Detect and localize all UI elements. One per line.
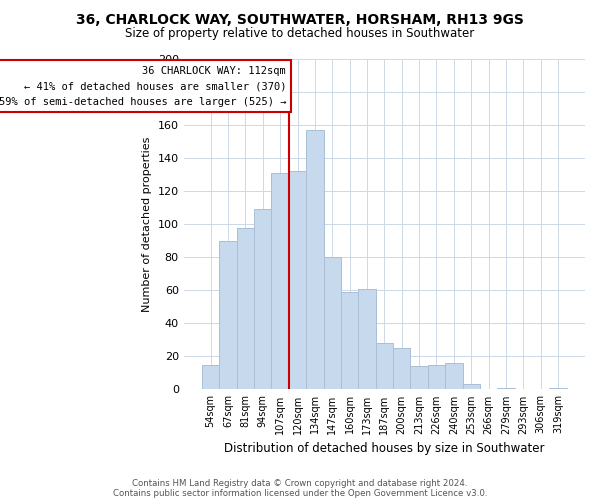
- X-axis label: Distribution of detached houses by size in Southwater: Distribution of detached houses by size …: [224, 442, 545, 455]
- Bar: [497, 388, 515, 390]
- Bar: [254, 210, 271, 390]
- Bar: [393, 348, 410, 390]
- Text: Size of property relative to detached houses in Southwater: Size of property relative to detached ho…: [125, 28, 475, 40]
- Bar: [289, 172, 306, 390]
- Bar: [445, 363, 463, 390]
- Bar: [463, 384, 480, 390]
- Bar: [410, 366, 428, 390]
- Bar: [202, 364, 220, 390]
- Bar: [341, 292, 358, 390]
- Bar: [428, 364, 445, 390]
- Bar: [306, 130, 323, 390]
- Bar: [220, 240, 237, 390]
- Bar: [358, 288, 376, 390]
- Bar: [376, 343, 393, 390]
- Bar: [550, 388, 567, 390]
- Bar: [271, 173, 289, 390]
- Text: 36 CHARLOCK WAY: 112sqm
← 41% of detached houses are smaller (370)
59% of semi-d: 36 CHARLOCK WAY: 112sqm ← 41% of detache…: [0, 66, 286, 107]
- Text: Contains public sector information licensed under the Open Government Licence v3: Contains public sector information licen…: [113, 488, 487, 498]
- Text: 36, CHARLOCK WAY, SOUTHWATER, HORSHAM, RH13 9GS: 36, CHARLOCK WAY, SOUTHWATER, HORSHAM, R…: [76, 12, 524, 26]
- Bar: [323, 258, 341, 390]
- Y-axis label: Number of detached properties: Number of detached properties: [142, 136, 152, 312]
- Bar: [237, 228, 254, 390]
- Text: Contains HM Land Registry data © Crown copyright and database right 2024.: Contains HM Land Registry data © Crown c…: [132, 478, 468, 488]
